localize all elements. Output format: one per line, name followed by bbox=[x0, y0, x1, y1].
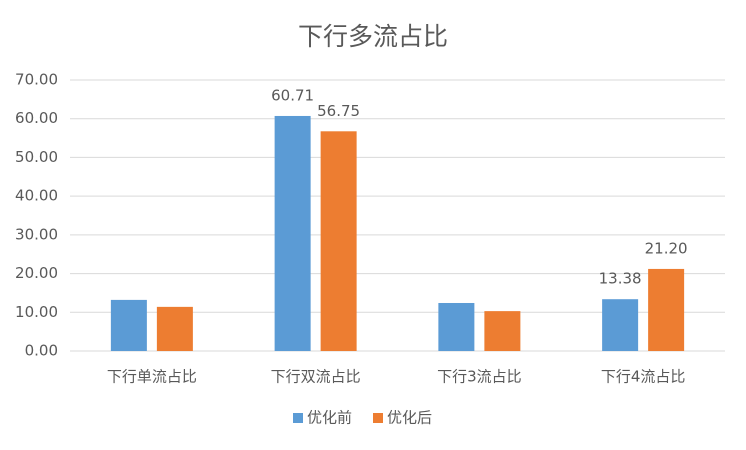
value-label: 21.20 bbox=[645, 239, 688, 257]
y-tick-label: 0.00 bbox=[25, 342, 58, 360]
bar bbox=[602, 299, 639, 351]
y-tick-label: 60.00 bbox=[15, 109, 58, 127]
y-tick-label: 50.00 bbox=[15, 148, 58, 166]
x-tick-label: 下行3流占比 bbox=[437, 368, 522, 386]
legend-swatch bbox=[373, 413, 383, 423]
y-tick-label: 70.00 bbox=[15, 71, 58, 89]
value-label: 13.38 bbox=[599, 270, 642, 288]
y-tick-label: 30.00 bbox=[15, 225, 58, 243]
bar bbox=[320, 131, 357, 351]
value-label: 56.75 bbox=[317, 102, 360, 120]
legend-label: 优化后 bbox=[387, 409, 432, 427]
bar bbox=[274, 115, 311, 351]
y-tick-label: 40.00 bbox=[15, 187, 58, 205]
bar bbox=[438, 302, 475, 351]
bar bbox=[484, 311, 521, 351]
legend-label: 优化前 bbox=[307, 409, 352, 427]
x-tick-label: 下行双流占比 bbox=[271, 368, 361, 386]
x-tick-label: 下行单流占比 bbox=[107, 368, 197, 386]
value-label: 60.71 bbox=[271, 86, 314, 104]
y-tick-label: 10.00 bbox=[15, 303, 58, 321]
chart-title: 下行多流占比 bbox=[298, 22, 448, 51]
x-tick-label: 下行4流占比 bbox=[601, 368, 686, 386]
bar bbox=[156, 306, 193, 351]
bar bbox=[648, 268, 685, 351]
y-tick-label: 20.00 bbox=[15, 264, 58, 282]
legend-swatch bbox=[293, 413, 303, 423]
bar bbox=[110, 299, 147, 351]
